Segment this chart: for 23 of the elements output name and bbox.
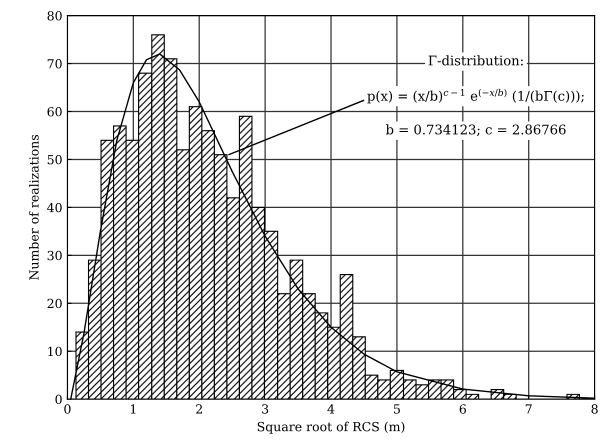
x-tick-label: 7 bbox=[526, 404, 532, 414]
x-tick-label: 6 bbox=[460, 404, 466, 414]
y-tick-label: 70 bbox=[48, 59, 62, 68]
y-tick-label: 30 bbox=[48, 250, 62, 260]
x-tick-label: 3 bbox=[262, 404, 268, 414]
x-tick-label: 5 bbox=[394, 404, 400, 414]
annotation: Γ-distribution: bbox=[428, 55, 523, 66]
y-tick-label: 20 bbox=[48, 298, 62, 308]
x-tick-label: 4 bbox=[327, 404, 334, 414]
x-tick-label: 1 bbox=[130, 404, 136, 414]
y-tick-label: 0 bbox=[55, 394, 62, 404]
x-tick-label: 8 bbox=[591, 404, 598, 414]
y-tick-label: 50 bbox=[48, 154, 62, 164]
annotation: b = 0.734123; c = 2.86766 bbox=[386, 124, 566, 136]
x-tick-label: 2 bbox=[196, 404, 202, 414]
y-axis-title: Number of realizations bbox=[29, 134, 39, 280]
y-tick-label: 60 bbox=[48, 106, 62, 116]
x-axis-title: Square root of RCS (m) bbox=[258, 422, 404, 434]
annotation: p(x) = (x/b)$^{c−1}$ e$^{(−x/b)}$ (1/(bΓ(c))); bbox=[367, 88, 584, 104]
y-tick-label: 80 bbox=[48, 11, 62, 21]
y-tick-label: 40 bbox=[47, 202, 62, 212]
x-tick-label: 0 bbox=[64, 404, 71, 414]
y-tick-label: 10 bbox=[48, 346, 62, 356]
